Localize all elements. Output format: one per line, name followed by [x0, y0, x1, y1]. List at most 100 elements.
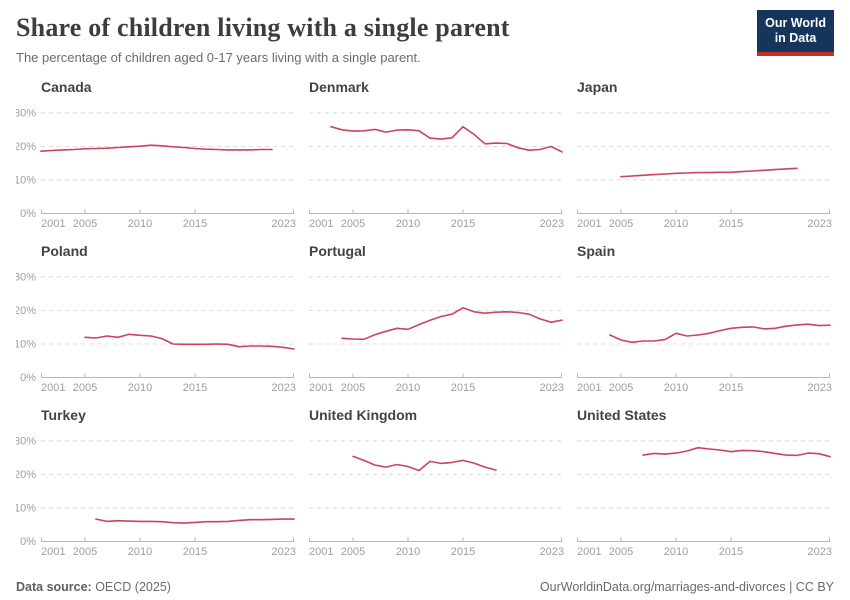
- x-tick-label: 2015: [183, 382, 207, 394]
- owid-logo: Our World in Data: [757, 10, 834, 56]
- y-tick-label: 0%: [20, 372, 36, 384]
- license-link: OurWorldinData.org/marriages-and-divorce…: [539, 580, 834, 594]
- x-tick-label: 2001: [309, 546, 333, 558]
- data-line-japan: [620, 167, 798, 178]
- data-line-poland: [84, 333, 295, 350]
- x-tick-label: 2023: [272, 546, 296, 558]
- y-tick-label: 30%: [16, 108, 36, 120]
- x-tick-label: 2023: [272, 382, 296, 394]
- x-tick-label: 2015: [719, 218, 743, 230]
- data-line-united-kingdom: [352, 455, 497, 472]
- y-tick-label: 10%: [16, 175, 36, 187]
- y-tick-label: 0%: [20, 536, 36, 548]
- chart-panel-canada: Canada 0% 10% 20% 30% 2001 2005 2010 2015 2023: [14, 79, 298, 238]
- panel-title-spain: Spain: [577, 243, 616, 259]
- x-tick-label: 2005: [341, 218, 365, 230]
- panel-title-poland: Poland: [41, 243, 88, 259]
- chart-canvas-united-kingdom: 2001 2005 2010 2015 2023: [309, 440, 564, 558]
- chart-canvas-turkey: 0% 10% 20% 30% 2001 2005 2010 2015 2023: [14, 436, 296, 559]
- owid-logo-line1: Our World: [765, 16, 826, 30]
- panel-title-denmark: Denmark: [309, 79, 369, 95]
- panel-title-portugal: Portugal: [309, 243, 366, 259]
- x-tick-label: 2010: [664, 218, 688, 230]
- x-tick-label: 2005: [341, 382, 365, 394]
- chart-panel-denmark: Denmark 2001 2005 2010 2015 2023: [308, 79, 566, 238]
- x-tick-label: 2005: [73, 382, 97, 394]
- x-tick-label: 2015: [719, 382, 743, 394]
- data-line-denmark: [330, 125, 563, 153]
- panel-title-japan: Japan: [577, 79, 618, 95]
- page-title: Share of children living with a single p…: [16, 13, 510, 42]
- chart-panel-united-states: United States 2001 2005 2010 2015 2023: [576, 407, 834, 566]
- data-line-canada: [40, 144, 273, 153]
- x-tick-label: 2023: [540, 382, 564, 394]
- x-tick-label: 2010: [664, 382, 688, 394]
- chart-panel-united-kingdom: United Kingdom 2001 2005 2010 2015 2023: [308, 407, 566, 566]
- data-line-spain: [609, 323, 831, 344]
- x-tick-label: 2010: [396, 218, 420, 230]
- y-tick-label: 0%: [20, 208, 36, 220]
- panel-title-united-states: United States: [577, 407, 667, 423]
- y-tick-label: 30%: [16, 436, 36, 448]
- x-tick-label: 2010: [128, 382, 152, 394]
- data-source: Data source: OECD (2025): [16, 580, 171, 594]
- data-source-value: OECD (2025): [91, 580, 171, 594]
- x-tick-label: 2023: [272, 218, 296, 230]
- chart-panel-spain: Spain 2001 2005 2010 2015 2023: [576, 243, 834, 402]
- chart-footer: Data source: OECD (2025) OurWorldinData.…: [16, 580, 834, 594]
- x-tick-label: 2023: [540, 546, 564, 558]
- x-tick-label: 2001: [41, 218, 65, 230]
- x-tick-label: 2005: [73, 218, 97, 230]
- charts-grid: Canada 0% 10% 20% 30% 2001 2005 2010 2015 2023 Den…: [14, 79, 834, 566]
- chart-panel-poland: Poland 0% 10% 20% 30% 2001 2005 2010 2015 2023: [14, 243, 298, 402]
- chart-canvas-portugal: 2001 2005 2010 2015 2023: [309, 276, 564, 394]
- x-tick-label: 2005: [609, 218, 633, 230]
- x-tick-label: 2023: [808, 382, 832, 394]
- owid-logo-line2: in Data: [774, 31, 817, 46]
- x-tick-label: 2010: [128, 218, 152, 230]
- chart-panel-japan: Japan 2001 2005 2010 2015 2023: [576, 79, 834, 238]
- chart-header: Share of children living with a single p…: [16, 0, 834, 65]
- x-tick-label: 2005: [609, 546, 633, 558]
- x-tick-label: 2001: [577, 382, 601, 394]
- panel-title-united-kingdom: United Kingdom: [309, 407, 418, 423]
- chart-panel-turkey: Turkey 0% 10% 20% 30% 2001 2005 2010 2015 2023: [14, 407, 298, 566]
- chart-canvas-denmark: 2001 2005 2010 2015 2023: [309, 112, 564, 230]
- x-tick-label: 2010: [664, 546, 688, 558]
- panel-title-canada: Canada: [41, 79, 92, 95]
- x-tick-label: 2010: [128, 546, 152, 558]
- chart-canvas-poland: 0% 10% 20% 30% 2001 2005 2010 2015 2023: [14, 272, 296, 395]
- x-tick-label: 2001: [41, 382, 65, 394]
- y-tick-label: 10%: [16, 503, 36, 515]
- x-tick-label: 2015: [183, 218, 207, 230]
- x-tick-label: 2023: [808, 218, 832, 230]
- x-tick-label: 2015: [451, 218, 475, 230]
- chart-canvas-united-states: 2001 2005 2010 2015 2023: [577, 440, 832, 558]
- x-tick-label: 2015: [719, 546, 743, 558]
- x-tick-label: 2001: [41, 546, 65, 558]
- x-tick-label: 2010: [396, 546, 420, 558]
- panel-title-turkey: Turkey: [41, 407, 86, 423]
- data-line-united-states: [642, 446, 831, 458]
- x-tick-label: 2015: [451, 546, 475, 558]
- y-tick-label: 20%: [16, 469, 36, 481]
- y-tick-label: 10%: [16, 339, 36, 351]
- x-tick-label: 2015: [183, 546, 207, 558]
- chart-canvas-spain: 2001 2005 2010 2015 2023: [577, 276, 832, 394]
- x-tick-label: 2001: [309, 218, 333, 230]
- data-line-portugal: [341, 306, 563, 341]
- x-tick-label: 2001: [577, 546, 601, 558]
- chart-canvas-japan: 2001 2005 2010 2015 2023: [577, 112, 832, 230]
- x-tick-label: 2010: [396, 382, 420, 394]
- x-tick-label: 2001: [309, 382, 333, 394]
- page-subtitle: The percentage of children aged 0-17 yea…: [16, 50, 421, 65]
- x-tick-label: 2001: [577, 218, 601, 230]
- x-tick-label: 2005: [341, 546, 365, 558]
- x-tick-label: 2005: [609, 382, 633, 394]
- x-tick-label: 2005: [73, 546, 97, 558]
- x-tick-label: 2023: [540, 218, 564, 230]
- chart-panel-portugal: Portugal 2001 2005 2010 2015 2023: [308, 243, 566, 402]
- x-tick-label: 2023: [808, 546, 832, 558]
- y-tick-label: 20%: [16, 141, 36, 153]
